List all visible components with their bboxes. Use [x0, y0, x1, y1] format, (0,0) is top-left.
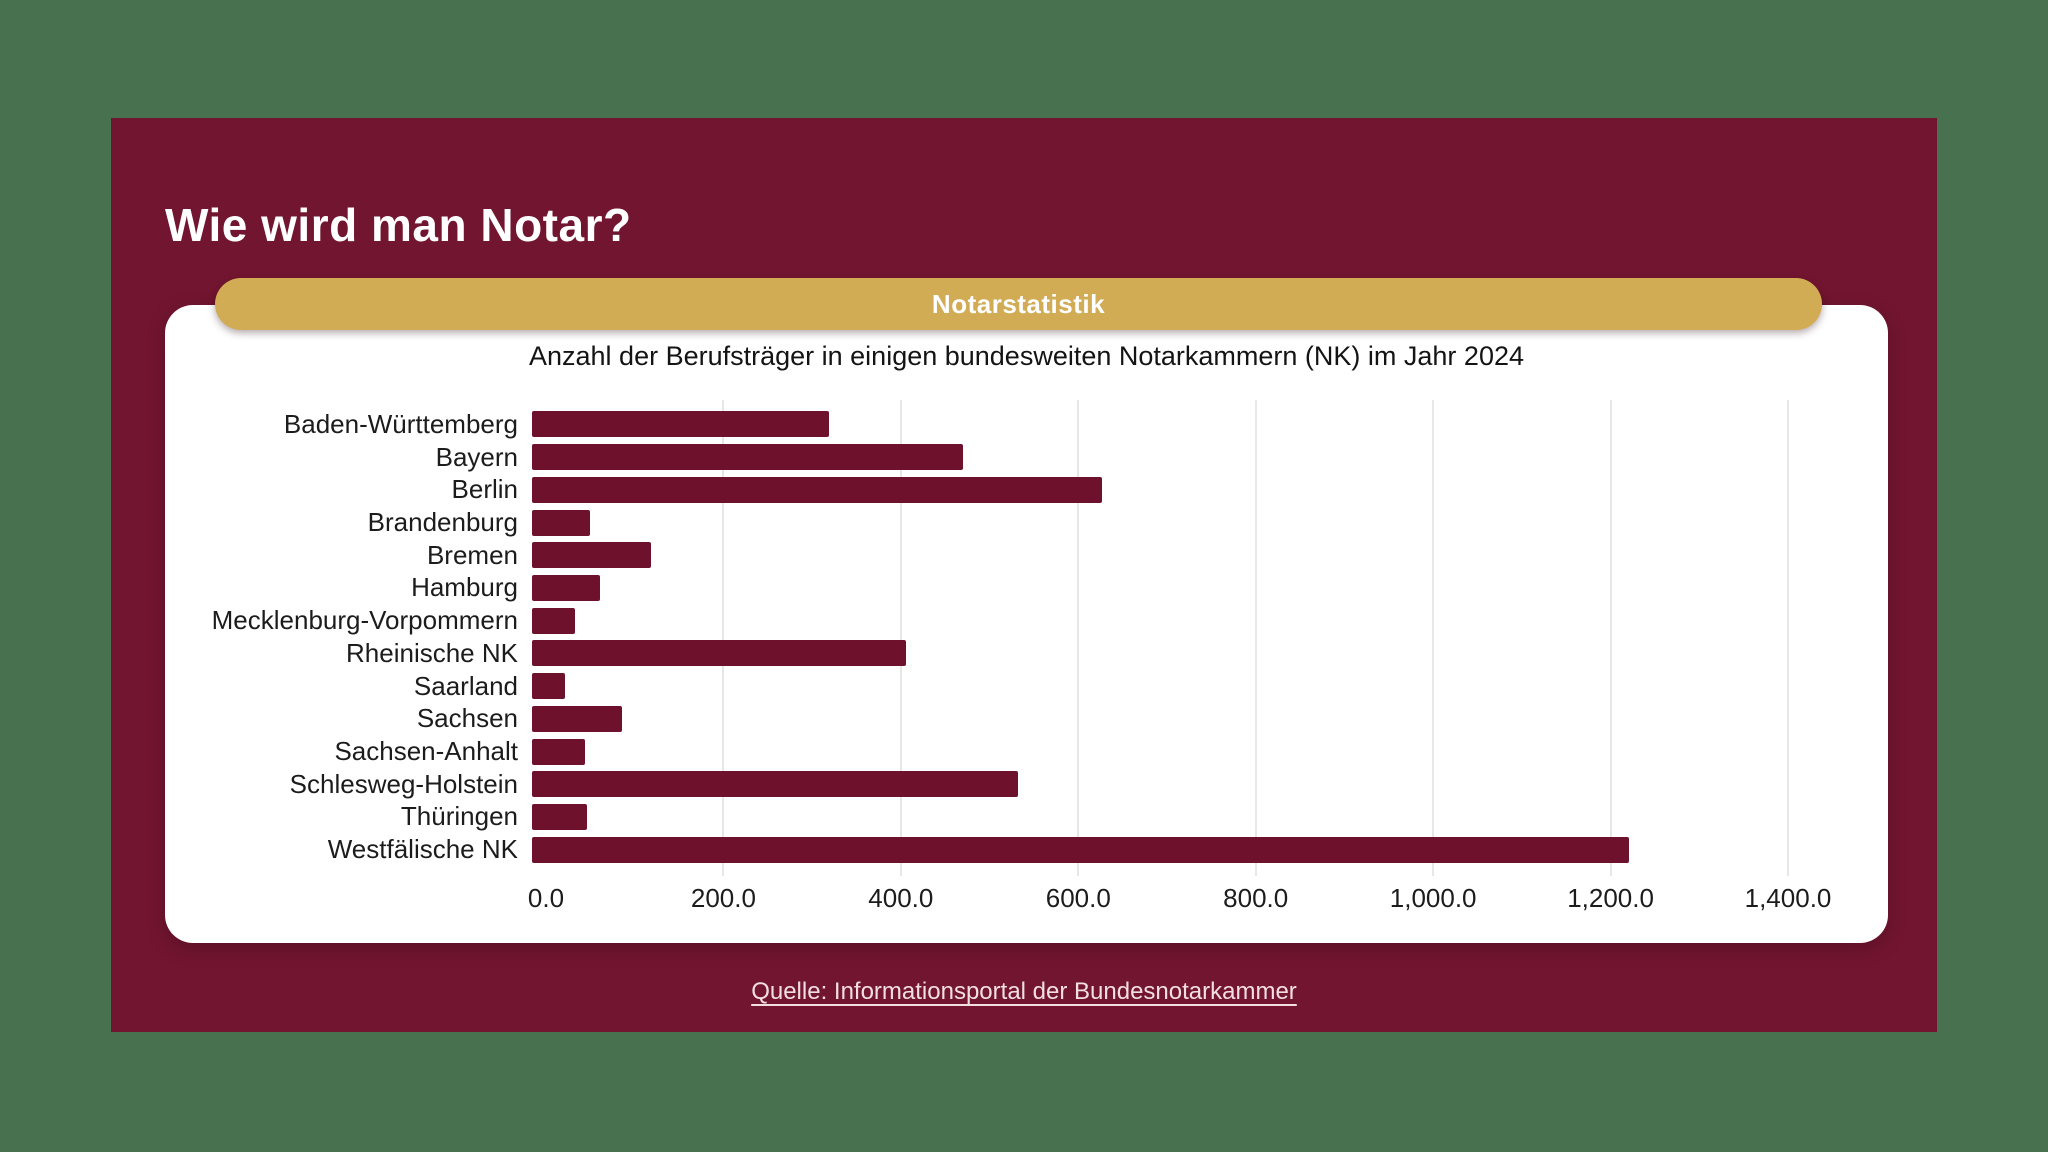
- category-label: Berlin: [451, 474, 518, 505]
- value-bar: [532, 411, 830, 438]
- x-axis-tick-label: 1,400.0: [1744, 883, 1832, 913]
- x-axis-tick-label: 800.0: [1223, 883, 1289, 913]
- badge-label: Notarstatistik: [931, 288, 1106, 319]
- source-link[interactable]: Quelle: Informationsportal der Bundesnot…: [751, 978, 1297, 1005]
- chart-card: Anzahl der Berufsträger in einigen bunde…: [165, 305, 1888, 943]
- bar-track: [532, 702, 1774, 735]
- value-bar: [532, 542, 651, 569]
- value-bar: [532, 476, 1102, 503]
- bar-track: [532, 801, 1774, 834]
- slide: Wie wird man Notar? Notarstatistik Anzah…: [111, 118, 1937, 1032]
- category-label: Westfälische NK: [327, 834, 518, 865]
- chart-gridlines: [546, 400, 1789, 876]
- value-bar: [532, 640, 907, 667]
- bar-track: [532, 670, 1774, 703]
- bar-track: [532, 637, 1774, 670]
- category-label: Schlesweg-Holstein: [289, 768, 518, 799]
- bar-track: [532, 735, 1774, 768]
- bar-track: [532, 539, 1774, 572]
- gridline-200: [722, 400, 725, 876]
- value-bar: [532, 574, 601, 601]
- category-label: Brandenburg: [367, 507, 518, 538]
- chart-row: Sachsen-Anhalt: [165, 735, 1788, 768]
- x-axis-tick-label: 600.0: [1045, 883, 1111, 913]
- chart-row: Bayern: [165, 441, 1788, 474]
- category-label: Sachsen-Anhalt: [334, 736, 518, 767]
- chart-title: Anzahl der Berufsträger in einigen bunde…: [529, 341, 1524, 371]
- category-label: Hamburg: [411, 572, 518, 603]
- chart-row: Baden-Württemberg: [165, 408, 1788, 441]
- chart-row: Saarland: [165, 670, 1788, 703]
- chart-row: Rheinische NK: [165, 637, 1788, 670]
- bar-track: [532, 473, 1774, 506]
- chart-rows: Baden-Württemberg Bayern Berlin Brandenburg…: [165, 408, 1788, 866]
- x-axis-tick-label: 1,200.0: [1567, 883, 1654, 913]
- category-label: Bayern: [435, 441, 518, 472]
- category-label: Rheinische NK: [346, 637, 518, 668]
- category-label: Mecklenburg-Vorpommern: [211, 605, 518, 636]
- bar-track: [532, 572, 1774, 605]
- value-bar: [532, 509, 590, 536]
- value-bar: [532, 705, 622, 732]
- chart-header-badge: Notarstatistik: [215, 278, 1822, 330]
- category-label: Thüringen: [400, 801, 518, 832]
- bar-track: [532, 604, 1774, 637]
- gridline-1000: [1432, 400, 1435, 876]
- gridline-800: [1254, 400, 1257, 876]
- value-bar: [532, 607, 575, 634]
- category-label: Sachsen: [416, 703, 518, 734]
- value-bar: [532, 738, 586, 765]
- chart-row: Schlesweg-Holstein: [165, 768, 1788, 801]
- bar-track: [532, 768, 1774, 801]
- category-label: Baden-Württemberg: [283, 408, 518, 439]
- x-axis-tick-label: 0.0: [527, 883, 565, 913]
- category-label: Bremen: [426, 539, 518, 570]
- chart-row: Berlin: [165, 473, 1788, 506]
- chart-row: Westfälische NK: [165, 833, 1788, 866]
- value-bar: [532, 673, 565, 700]
- x-axis-tick-label: 1,000.0: [1389, 883, 1477, 913]
- value-bar: [532, 444, 964, 471]
- bar-track: [532, 506, 1774, 539]
- value-bar: [532, 836, 1630, 863]
- x-axis-tick-label: 200.0: [690, 883, 756, 913]
- x-axis-tick-label: 400.0: [868, 883, 934, 913]
- gridline-600: [1077, 400, 1080, 876]
- bar-track: [532, 833, 1774, 866]
- chart-row: Bremen: [165, 539, 1788, 572]
- chart-row: Thüringen: [165, 801, 1788, 834]
- bar-track: [532, 408, 1774, 441]
- gridline-1200: [1609, 400, 1612, 876]
- gridline-1400: [1787, 400, 1789, 876]
- chart-row: Brandenburg: [165, 506, 1788, 539]
- x-axis: 0.0 200.0 400.0 600.0 800.0 1,000.0 1,200.0 1,4…: [528, 883, 1831, 917]
- gridline-400: [899, 400, 902, 876]
- chart-row: Sachsen: [165, 702, 1788, 735]
- chart-row: Hamburg: [165, 572, 1788, 605]
- bar-track: [532, 441, 1774, 474]
- value-bar: [532, 771, 1019, 798]
- category-label: Saarland: [413, 670, 518, 701]
- value-bar: [532, 803, 587, 830]
- chart-row: Mecklenburg-Vorpommern: [165, 604, 1788, 637]
- page-title: Wie wird man Notar?: [165, 199, 632, 251]
